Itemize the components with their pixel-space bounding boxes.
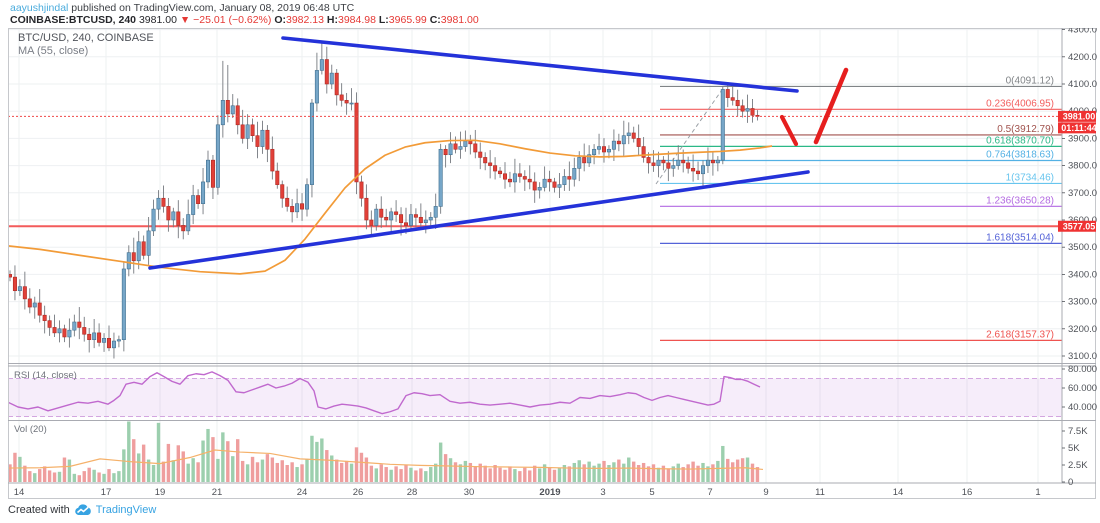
svg-text:16: 16	[962, 487, 973, 498]
fib-level-labels: 0(4091.12) 0.236(4006.95) 0.5(3912.79)0.61…	[986, 75, 1054, 340]
svg-text:7.5K: 7.5K	[1068, 426, 1088, 437]
svg-text:0(4091.12): 0(4091.12)	[1006, 75, 1054, 86]
pane-borders	[8, 28, 1096, 499]
svg-text:3981.00: 3981.00	[1063, 112, 1096, 122]
volume-ma-line	[8, 449, 764, 471]
svg-text:7: 7	[707, 487, 712, 498]
down-arrow-icon: ▼	[179, 14, 191, 26]
svg-text:4300.00: 4300.00	[1068, 28, 1097, 36]
svg-text:1.236(3650.28): 1.236(3650.28)	[986, 195, 1054, 206]
svg-text:0.236(4006.95): 0.236(4006.95)	[986, 98, 1054, 109]
volume-bars	[8, 421, 760, 482]
ma55-line	[8, 139, 773, 275]
price-change: −25.01 (−0.62%)	[193, 14, 272, 26]
tradingview-logo-icon	[74, 504, 91, 515]
svg-text:3400.00: 3400.00	[1068, 269, 1097, 280]
volume-pane-legend: Vol (20)	[14, 424, 47, 435]
legend-ma: MA (55, close)	[18, 45, 89, 57]
price-chart-canvas[interactable]: 0(4091.12) 0.236(4006.95) 0.5(3912.79)0.61…	[8, 28, 1097, 499]
publish-info-text: published on TradingView.com, January 08…	[68, 2, 355, 14]
trendlines[interactable]	[148, 36, 810, 270]
svg-text:40.0000: 40.0000	[1068, 402, 1097, 413]
main-pane-legend: BTC/USD, 240, COINBASE MA (55, close)	[18, 32, 154, 58]
svg-text:14: 14	[14, 487, 25, 498]
svg-text:2.5K: 2.5K	[1068, 460, 1088, 471]
rsi-overbought-oversold-band	[8, 378, 1062, 417]
svg-text:3500.00: 3500.00	[1068, 242, 1097, 253]
svg-text:1.618(3514.04): 1.618(3514.04)	[986, 232, 1054, 243]
svg-text:26: 26	[353, 487, 364, 498]
svg-text:3577.05: 3577.05	[1063, 221, 1096, 231]
drawn-red-projection-lines[interactable]	[779, 67, 849, 147]
legend-symbol: BTC/USD, 240, COINBASE	[18, 32, 154, 44]
svg-text:21: 21	[212, 487, 223, 498]
svg-text:5: 5	[649, 487, 654, 498]
open-label: O:	[274, 14, 286, 26]
attribution-footer: Created with TradingView	[8, 503, 156, 516]
svg-text:3300.00: 3300.00	[1068, 297, 1097, 308]
tradingview-link[interactable]: TradingView	[95, 503, 157, 516]
close-value: 3981.00	[440, 14, 479, 26]
svg-text:80.0000: 80.0000	[1068, 364, 1097, 375]
svg-text:4100.00: 4100.00	[1068, 79, 1097, 90]
current-price-tag: 3981.00	[1058, 110, 1096, 122]
rsi-line	[8, 371, 761, 415]
svg-text:1(3734.46): 1(3734.46)	[1006, 172, 1054, 183]
created-with-text: Created with	[8, 503, 70, 516]
high-label: H:	[326, 14, 338, 26]
svg-text:17: 17	[101, 487, 112, 498]
svg-text:0: 0	[1068, 477, 1073, 488]
open-value: 3982.13	[286, 14, 324, 26]
close-label: C:	[429, 14, 441, 26]
low-label: L:	[378, 14, 389, 26]
svg-text:28: 28	[407, 487, 418, 498]
last-price: 3981.00	[138, 14, 177, 26]
svg-text:3700.00: 3700.00	[1068, 188, 1097, 199]
svg-text:3800.00: 3800.00	[1068, 161, 1097, 172]
candlestick-series	[8, 43, 760, 359]
symbol-name: COINBASE:BTCUSD, 240	[10, 14, 137, 26]
svg-text:14: 14	[893, 487, 904, 498]
publish-info-line: aayushjindal published on TradingView.co…	[10, 2, 354, 14]
author-link[interactable]: aayushjindal	[10, 2, 69, 14]
time-axis[interactable]: 14 17 19 21 24 26 28 30 2019 3 5 7 9 11 14 16 1	[14, 487, 1041, 498]
svg-text:3100.00: 3100.00	[1068, 351, 1097, 362]
svg-text:2019: 2019	[539, 487, 560, 498]
svg-text:3200.00: 3200.00	[1068, 324, 1097, 335]
svg-text:3600.00: 3600.00	[1068, 215, 1097, 226]
svg-text:30: 30	[464, 487, 475, 498]
svg-text:60.0000: 60.0000	[1068, 383, 1097, 394]
svg-text:3900.00: 3900.00	[1068, 133, 1097, 144]
svg-text:1: 1	[1035, 487, 1040, 498]
high-value: 3984.98	[337, 14, 376, 26]
svg-text:3: 3	[600, 487, 605, 498]
svg-text:2.618(3157.37): 2.618(3157.37)	[986, 329, 1054, 340]
svg-text:01:11:44: 01:11:44	[1061, 123, 1097, 133]
symbol-ohlc-line: COINBASE:BTCUSD, 240 3981.00 ▼ −25.01 (−…	[10, 14, 479, 26]
svg-text:19: 19	[155, 487, 166, 498]
fib-anchor-dashed-line	[655, 86, 725, 185]
bar-countdown-tag: 01:11:44	[1058, 122, 1097, 134]
svg-text:4200.00: 4200.00	[1068, 52, 1097, 63]
rsi-pane-legend: RSI (14, close)	[14, 370, 77, 381]
svg-text:0.618(3870.70): 0.618(3870.70)	[986, 135, 1054, 146]
price-axis[interactable]: 3100.00 3200.00 3300.00 3400.00 3500.00 3600.…	[1062, 28, 1097, 488]
svg-text:0.764(3818.63): 0.764(3818.63)	[986, 150, 1054, 161]
svg-text:0.5(3912.79): 0.5(3912.79)	[997, 124, 1054, 135]
low-value: 3965.99	[388, 14, 427, 26]
svg-text:5K: 5K	[1068, 443, 1080, 454]
svg-text:11: 11	[815, 487, 825, 498]
svg-text:9: 9	[763, 487, 768, 498]
support-price-tag: 3577.05	[1058, 220, 1096, 232]
svg-text:24: 24	[297, 487, 308, 498]
